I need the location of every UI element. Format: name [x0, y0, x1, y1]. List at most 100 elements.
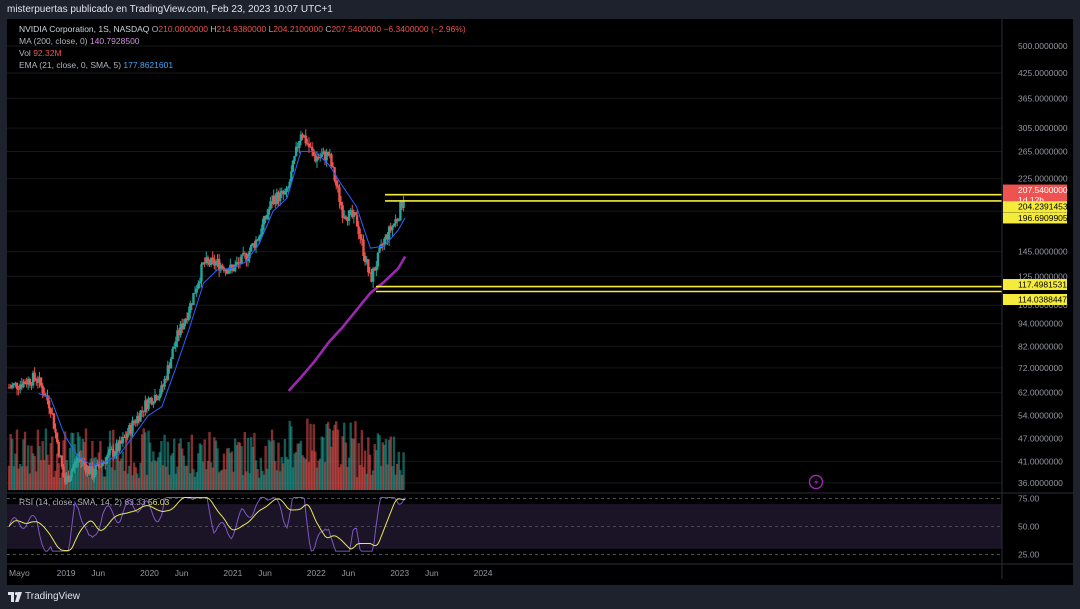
price-chart[interactable]: 75.00 50.00 25.00 500.0000000 425.0000000 36… [7, 19, 1073, 585]
volume-bar [386, 464, 389, 490]
time-tick-label: 2021 [223, 568, 242, 578]
candle-body [400, 202, 404, 208]
volume-bar [314, 451, 317, 490]
rsi-band [7, 504, 1002, 549]
candle-body [365, 259, 368, 263]
candle-body [225, 269, 229, 274]
price-tick-label: 72.0000000 [1018, 363, 1063, 373]
volume-bar [7, 465, 11, 490]
candle-body [115, 443, 118, 454]
candle-body [349, 210, 352, 212]
volume-bar [387, 439, 391, 490]
volume-bar [116, 442, 120, 490]
candle-body [309, 146, 312, 148]
replay-icon[interactable] [808, 474, 824, 490]
volume-bar [208, 431, 211, 490]
time-tick-label: Jun [342, 568, 356, 578]
candle-body [294, 146, 298, 157]
price-tick-label: 365.0000000 [1018, 93, 1068, 103]
level-label-1: 204.2391453 [1018, 202, 1068, 212]
price-tick-label: 105.0000000 [1018, 300, 1068, 310]
ma200-line [287, 255, 407, 392]
candle-body [381, 244, 384, 246]
volume-bar [328, 428, 332, 490]
volume-bar [84, 428, 88, 490]
candle-body [105, 456, 109, 464]
candle-body [347, 210, 351, 221]
candle-body [92, 474, 96, 479]
candle-body [322, 151, 325, 155]
candle-body [262, 216, 266, 225]
volume-bar [179, 438, 182, 490]
candle-body [126, 433, 129, 438]
volume-bar [38, 445, 41, 490]
volume-bar [307, 462, 311, 490]
candle-body [22, 381, 25, 388]
candle-body [120, 440, 123, 444]
volume-legend: Vol 92.32M [19, 48, 62, 58]
candle-body [113, 453, 117, 457]
volume-bar [222, 453, 226, 490]
candle-body [59, 455, 62, 457]
countdown-label: 1d 12h [1018, 195, 1044, 205]
candle-body [371, 268, 375, 282]
volume-bar [269, 441, 272, 490]
candle-body [144, 400, 147, 412]
candle-body [173, 346, 176, 349]
candle-body [161, 385, 165, 387]
candle-body [290, 171, 293, 182]
volume-bar [168, 474, 171, 490]
candle-body [250, 244, 253, 251]
volume-bar [163, 434, 166, 490]
open-value: 210.0000000 [158, 24, 209, 34]
volume-bar [200, 444, 203, 490]
candle-body [310, 146, 314, 151]
volume-bar [118, 461, 121, 490]
candle-body [116, 443, 120, 451]
level-label-4-bg [1003, 293, 1067, 305]
candle-body [343, 216, 346, 218]
volume-bar [164, 466, 168, 490]
volume-bar [338, 467, 341, 490]
volume-bar [262, 474, 266, 490]
volume-bar [256, 469, 259, 490]
candle-body [189, 303, 192, 313]
candle-body [208, 261, 211, 265]
volume-bar [160, 441, 163, 490]
volume-bar [259, 457, 263, 490]
footer: TradingView [0, 585, 1080, 609]
candle-body [177, 330, 181, 336]
candle-body [373, 268, 376, 271]
volume-bar [343, 422, 346, 490]
volume-bar [46, 454, 49, 490]
volume-bar [304, 459, 307, 490]
volume-bar [363, 450, 367, 490]
volume-bar [197, 453, 200, 490]
candle-body [277, 192, 280, 202]
candle-body [179, 323, 182, 336]
volume-bar [216, 448, 219, 490]
candle-body [99, 466, 102, 468]
candle-body [33, 372, 36, 379]
volume-bar [44, 428, 48, 490]
chart-frame[interactable]: 75.00 50.00 25.00 500.0000000 425.0000000 36… [7, 19, 1073, 585]
volume-bar [384, 439, 388, 490]
volume-bar [327, 421, 330, 490]
candle-body [254, 239, 258, 249]
volume-bar [294, 452, 298, 490]
volume-bar [97, 452, 101, 490]
candle-body [9, 387, 12, 389]
candle-body [107, 452, 110, 457]
candle-body [35, 378, 38, 381]
rsi-pane: 75.00 50.00 25.00 [7, 492, 1073, 559]
volume-bar [339, 464, 343, 490]
volume-bar [33, 456, 36, 490]
volume-bar [347, 457, 351, 490]
volume-bar [86, 469, 89, 490]
horizontal-levels [376, 193, 1002, 293]
candle-body [363, 256, 367, 263]
volume-bar [14, 453, 17, 490]
volume-bar [378, 435, 381, 490]
candle-body [14, 382, 17, 384]
volume-bar [370, 474, 373, 490]
